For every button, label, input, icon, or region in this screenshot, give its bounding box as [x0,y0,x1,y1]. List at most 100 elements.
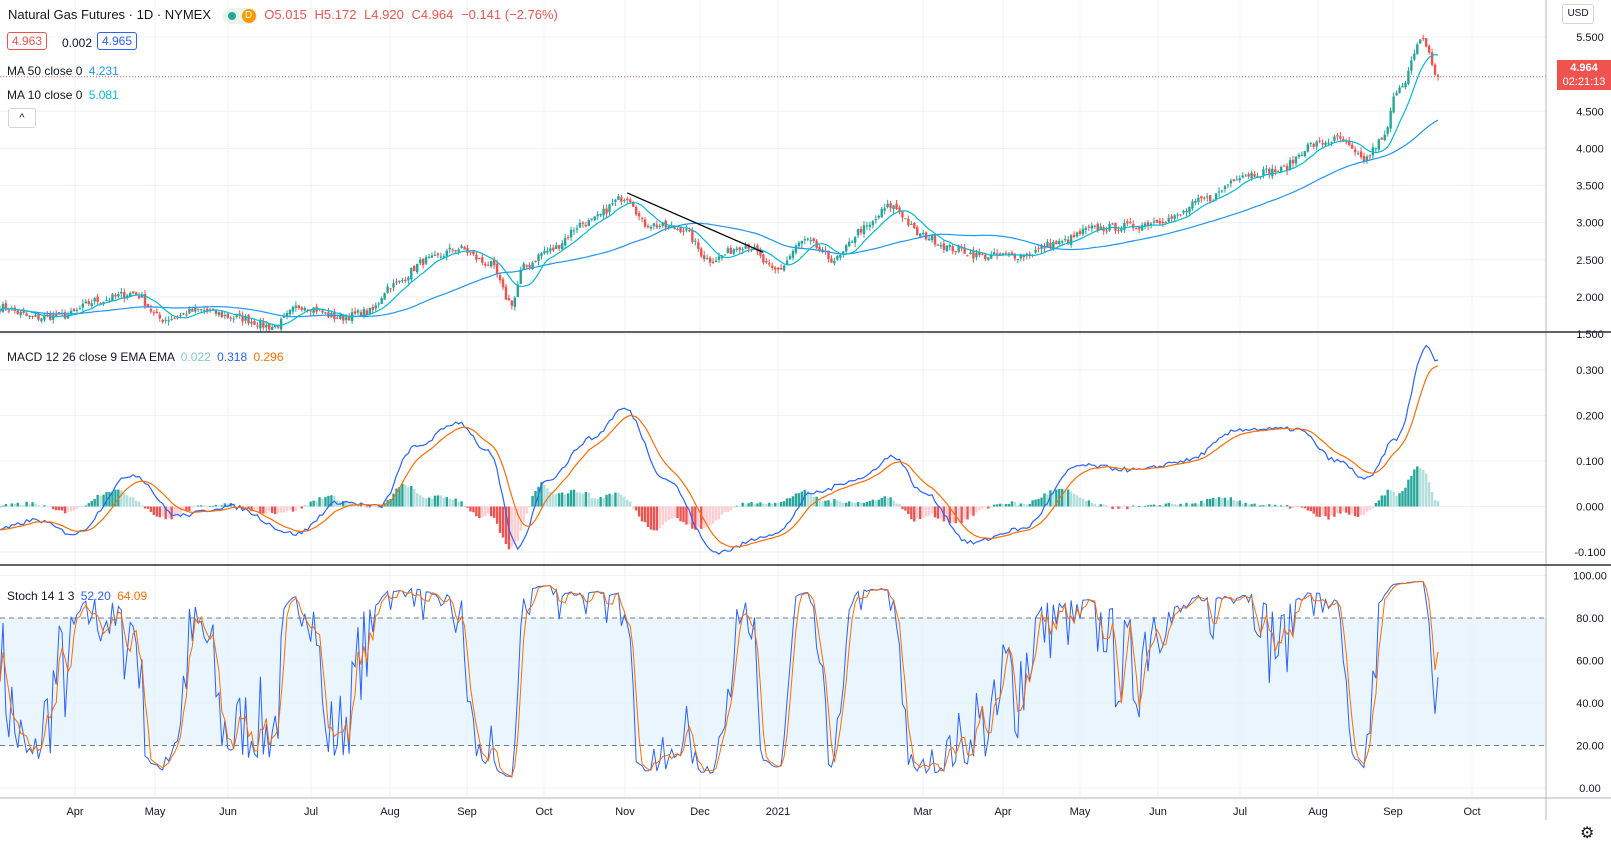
macd-histogram-bar [197,505,200,507]
drawn-trendline [627,192,764,253]
macd-histogram-bar [1010,501,1014,507]
macd-signal-line [0,365,1439,548]
candle-body [117,294,120,297]
macd-histogram-bar [247,506,250,509]
candle-body [525,265,528,267]
stoch-tick-label: 20.00 [1576,741,1604,753]
macd-histogram-bar [667,506,670,521]
macd-legend[interactable]: MACD 12 26 close 9 EMA EMA 0.022 0.318 0… [7,350,284,364]
macd-histogram-bar [217,505,221,507]
candle-body [1143,223,1147,227]
candle-body [442,256,446,258]
macd-histogram-bar [711,506,715,524]
candle-body [1114,223,1117,231]
candle-body [856,229,860,236]
macd-histogram-bar [694,506,697,530]
macd-histogram-bar [794,493,798,507]
macd-histogram-bar [1123,505,1126,507]
time-tick-label: Mar [914,806,933,818]
macd-histogram-bar [1022,503,1025,507]
candle-body [546,250,549,253]
candle-body [951,246,954,252]
macd-histogram-bar [451,499,454,507]
market-status-indicator[interactable]: D [222,7,257,24]
candle-body [948,245,951,247]
macd-histogram-bar [966,506,969,520]
macd-histogram-bar [84,505,88,507]
macd-histogram-bar [664,506,667,522]
candle-body [1232,179,1236,182]
macd-histogram-bar [1149,504,1153,507]
macd-histogram-bar [1389,490,1392,507]
macd-histogram-bar [1090,502,1094,507]
candle-body [1359,151,1363,158]
candle-body [839,255,842,258]
candle-body [700,248,703,257]
candle-body [413,265,416,272]
macd-histogram-bar [572,489,576,507]
macd-histogram-bar [430,498,434,507]
macd-histogram-bar [439,495,443,507]
ma50-legend[interactable]: MA 50 close 0 4.231 [7,64,119,78]
candle-body [247,314,250,324]
candle-body [1226,184,1230,186]
stoch-legend[interactable]: Stoch 14 1 3 52.20 64.09 [7,589,147,603]
candle-body [691,230,694,243]
currency-button[interactable]: USD [1562,4,1594,24]
price-tick-label: 5.500 [1576,32,1604,44]
macd-histogram-bar [1013,501,1017,507]
macd-histogram-bar [1419,468,1422,507]
macd-histogram-bar [1244,502,1247,507]
macd-histogram-bar [1129,506,1132,508]
candle-body [794,245,798,253]
macd-histogram-bar [1336,506,1339,513]
candle-body [688,229,691,232]
macd-histogram-bar [753,504,756,507]
ask-badge[interactable]: 4.965 [97,32,138,50]
macd-histogram-bar [13,504,16,507]
macd-histogram-bar [1208,498,1212,507]
candle-body [1398,87,1401,94]
stoch-k-line [0,580,1439,778]
ma10-legend[interactable]: MA 10 close 0 5.081 [7,88,119,102]
candle-body [430,255,434,258]
ma50-value: 4.231 [88,64,119,78]
macd-histogram-bar [1146,505,1150,507]
stoch-tick-label: 0.00 [1579,783,1600,795]
macd-histogram-bar [972,506,975,516]
candle-body [717,256,721,260]
macd-tick-label: 0.200 [1576,411,1604,423]
macd-histogram-bar [427,497,431,507]
candle-body [975,252,978,258]
candle-body [253,321,256,325]
candle-body [279,318,283,330]
candle-body [1055,241,1058,245]
macd-histogram-bar [779,501,783,507]
candle-body [729,247,733,254]
macd-histogram-bar [1430,491,1434,507]
macd-histogram-bar [898,504,901,507]
macd-histogram-bar [555,494,558,507]
candle-body [643,219,647,227]
candle-body [401,280,404,282]
macd-histogram-bar [1055,489,1058,507]
candle-body [1108,224,1111,231]
time-tick-label: Jul [1233,806,1247,818]
candle-body [167,320,170,322]
candle-body [744,245,747,249]
candle-body [646,225,650,228]
macd-histogram-bar [120,489,123,507]
candle-body [904,218,907,220]
gear-icon[interactable]: ⚙ [1580,825,1595,842]
collapse-legend-button[interactable]: ^ [8,108,36,128]
macd-histogram-bar [593,498,596,507]
candle-body [149,308,153,312]
macd-histogram-bar [1046,494,1049,507]
candle-body [1419,39,1422,44]
macd-histogram-bar [1247,504,1250,507]
macd-histogram-bar [1362,506,1366,515]
candle-body [93,298,96,302]
candle-body [1294,156,1298,164]
bid-badge[interactable]: 4.963 [7,32,48,50]
